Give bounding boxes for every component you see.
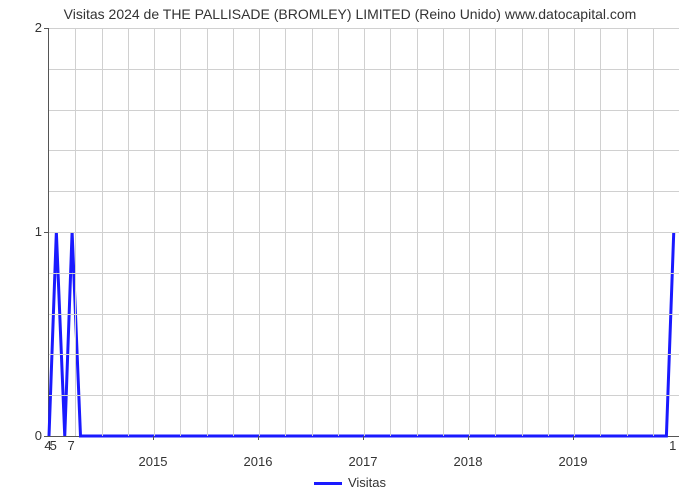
y-tick-mark xyxy=(44,232,48,233)
legend-label: Visitas xyxy=(348,475,386,490)
grid-horizontal xyxy=(49,28,679,29)
y-tick-label: 1 xyxy=(12,224,42,239)
x-tick-mark xyxy=(468,436,469,440)
x-tick-label: 2017 xyxy=(349,454,378,469)
grid-horizontal xyxy=(49,150,679,151)
x-tick-mark xyxy=(573,436,574,440)
chart-title: Visitas 2024 de THE PALLISADE (BROMLEY) … xyxy=(0,6,700,22)
x-tick-label: 2015 xyxy=(139,454,168,469)
grid-horizontal xyxy=(49,191,679,192)
grid-horizontal xyxy=(49,354,679,355)
grid-horizontal xyxy=(49,110,679,111)
y-tick-label: 0 xyxy=(12,428,42,443)
grid-horizontal xyxy=(49,314,679,315)
grid-horizontal xyxy=(49,232,679,233)
plot-area xyxy=(48,28,679,437)
x-tick-label: 2018 xyxy=(454,454,483,469)
x-tick-mark xyxy=(153,436,154,440)
legend: Visitas xyxy=(0,475,700,490)
grid-horizontal xyxy=(49,273,679,274)
grid-horizontal xyxy=(49,69,679,70)
y-tick-mark xyxy=(44,436,48,437)
legend-swatch xyxy=(314,482,342,485)
x-tick-label: 2016 xyxy=(244,454,273,469)
y-tick-mark xyxy=(44,28,48,29)
data-point-label: 5 xyxy=(50,438,57,453)
data-point-label: 7 xyxy=(67,438,74,453)
x-tick-mark xyxy=(363,436,364,440)
y-tick-label: 2 xyxy=(12,20,42,35)
grid-horizontal xyxy=(49,395,679,396)
x-tick-label: 2019 xyxy=(559,454,588,469)
x-tick-mark xyxy=(258,436,259,440)
data-point-label: 1 xyxy=(669,438,676,453)
